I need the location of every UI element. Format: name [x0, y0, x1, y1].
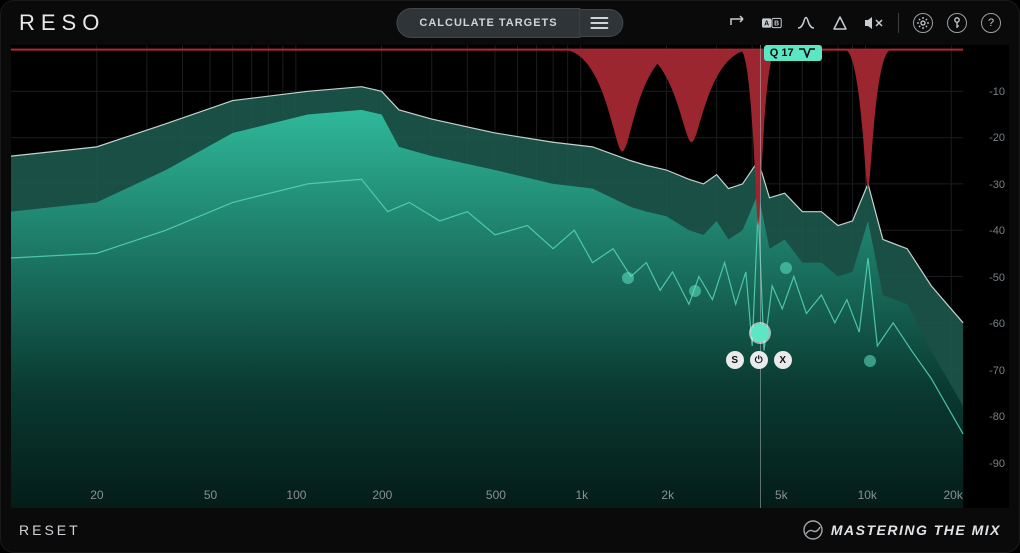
node-delete-button[interactable]: X — [774, 351, 792, 369]
x-tick-label: 2k — [661, 488, 674, 502]
top-bar: RESO CALCULATE TARGETS A B — [1, 1, 1019, 45]
delta-button[interactable] — [830, 13, 850, 33]
x-tick-label: 500 — [486, 488, 506, 502]
toolbar-divider — [898, 13, 899, 33]
menu-button[interactable] — [581, 9, 624, 37]
y-tick-label: -70 — [989, 365, 1005, 377]
peak-curve-button[interactable] — [796, 13, 816, 33]
gear-icon — [917, 17, 929, 29]
q-value-badge[interactable]: Q 17 — [764, 45, 822, 61]
brand-text: MASTERING THE MIX — [831, 522, 1001, 538]
delta-icon — [832, 15, 848, 31]
plugin-logo: RESO — [19, 10, 105, 36]
eq-node[interactable] — [864, 355, 876, 367]
y-tick-label: -90 — [989, 458, 1005, 470]
x-tick-label: 20k — [943, 488, 962, 502]
y-tick-label: -10 — [989, 86, 1005, 98]
node-solo-button[interactable]: S — [726, 351, 744, 369]
x-axis-labels: 20 50 100 200 500 1k 2k 5k 10k 20k — [11, 488, 973, 502]
node-control-buttons: S ⏻ X — [726, 351, 792, 369]
hamburger-icon — [591, 16, 609, 30]
svg-text:B: B — [774, 20, 779, 27]
calculate-targets-button[interactable]: CALCULATE TARGETS — [396, 8, 580, 38]
x-tick-label: 5k — [775, 488, 788, 502]
speaker-mute-icon — [864, 15, 884, 31]
x-tick-label: 100 — [286, 488, 306, 502]
settings-button[interactable] — [913, 13, 933, 33]
y-tick-label: -60 — [989, 318, 1005, 330]
arrow-cycle-icon — [728, 15, 748, 31]
y-tick-label: -40 — [989, 225, 1005, 237]
eq-node-active[interactable] — [751, 324, 769, 342]
reset-button[interactable]: RESET — [19, 522, 81, 538]
x-tick-label: 1k — [575, 488, 588, 502]
x-tick-label: 20 — [90, 488, 103, 502]
center-controls: CALCULATE TARGETS — [396, 8, 623, 38]
y-tick-label: -20 — [989, 132, 1005, 144]
y-tick-label: -30 — [989, 179, 1005, 191]
notch-shape-icon — [798, 48, 816, 58]
mute-button[interactable] — [864, 13, 884, 33]
ab-compare-button[interactable]: A B — [762, 13, 782, 33]
y-tick-label: -80 — [989, 411, 1005, 423]
node-power-button[interactable]: ⏻ — [750, 351, 768, 369]
brand-logo-icon — [803, 520, 823, 540]
spectrum-svg — [11, 45, 1009, 508]
y-tick-label: -50 — [989, 272, 1005, 284]
toolbar-right: A B — [728, 13, 1001, 33]
x-tick-label: 50 — [204, 488, 217, 502]
svg-text:A: A — [764, 20, 769, 27]
undo-redo-icon[interactable] — [728, 13, 748, 33]
q-label: Q 17 — [770, 47, 794, 59]
key-icon — [952, 17, 962, 29]
x-tick-label: 200 — [372, 488, 392, 502]
info-button[interactable] — [947, 13, 967, 33]
active-frequency-line — [760, 45, 761, 508]
spectrum-graph[interactable]: -10 -20 -30 -40 -50 -60 -70 -80 -90 Q 17 S ⏻ X — [11, 45, 1009, 508]
help-button[interactable]: ? — [981, 13, 1001, 33]
bottom-bar: RESET MASTERING THE MIX — [1, 508, 1019, 552]
plugin-window: RESO CALCULATE TARGETS A B — [0, 0, 1020, 553]
brand-label: MASTERING THE MIX — [803, 520, 1001, 540]
x-tick-label: 10k — [858, 488, 877, 502]
eq-node[interactable] — [622, 272, 634, 284]
ab-icon: A B — [762, 15, 782, 31]
bell-curve-icon — [797, 15, 815, 31]
